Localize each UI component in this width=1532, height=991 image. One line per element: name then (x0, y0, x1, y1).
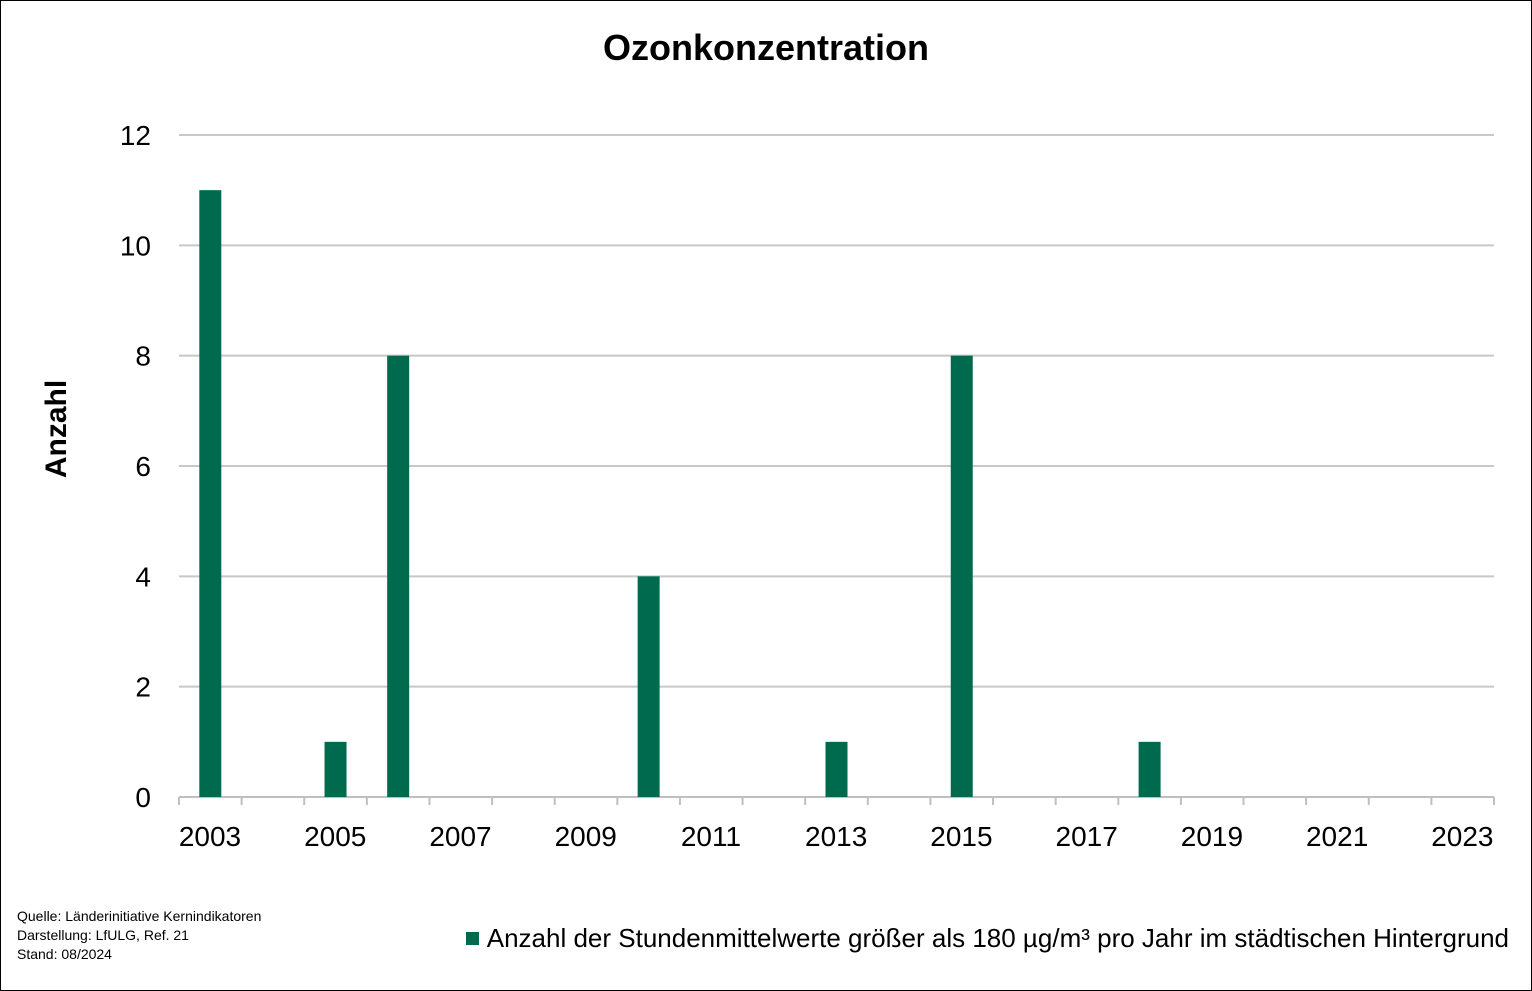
y-tick-label: 8 (135, 341, 151, 372)
bar-2005 (324, 741, 347, 797)
y-tick-label: 6 (135, 451, 151, 482)
x-tick-label: 2015 (930, 821, 992, 852)
y-tick-label: 0 (135, 782, 151, 813)
x-tick-label: 2013 (805, 821, 867, 852)
bar-2018 (1138, 741, 1161, 797)
x-tick-label: 2005 (304, 821, 366, 852)
bar-2015 (950, 355, 973, 797)
footer-notes: Quelle: Länderinitiative Kernindikatoren… (17, 907, 261, 964)
x-tick-label: 2021 (1306, 821, 1368, 852)
bar-2013 (825, 741, 848, 797)
legend-swatch (465, 932, 479, 945)
y-tick-label: 2 (135, 672, 151, 703)
x-tick-label: 2011 (681, 821, 741, 852)
bar-2006 (387, 355, 410, 797)
date-note: Stand: 08/2024 (17, 946, 112, 962)
credit-note: Darstellung: LfULG, Ref. 21 (17, 927, 189, 943)
source-note: Quelle: Länderinitiative Kernindikatoren (17, 908, 262, 924)
y-tick-label: 12 (120, 120, 151, 151)
legend-label: Anzahl der Stundenmittelwerte größer als… (486, 923, 1509, 953)
x-tick-label: 2017 (1056, 821, 1118, 852)
legend: Anzahl der Stundenmittelwerte größer als… (465, 923, 1509, 954)
x-tick-label: 2023 (1431, 821, 1493, 852)
x-tick-label: 2003 (179, 821, 241, 852)
y-tick-label: 4 (135, 561, 151, 592)
x-tick-label: 2019 (1181, 821, 1243, 852)
y-tick-label: 10 (120, 230, 151, 261)
chart-title: Ozonkonzentration (603, 27, 929, 68)
bar-2003 (199, 190, 222, 797)
x-tick-label: 2009 (555, 821, 617, 852)
bar-2010 (637, 576, 660, 797)
x-tick-label: 2007 (429, 821, 491, 852)
